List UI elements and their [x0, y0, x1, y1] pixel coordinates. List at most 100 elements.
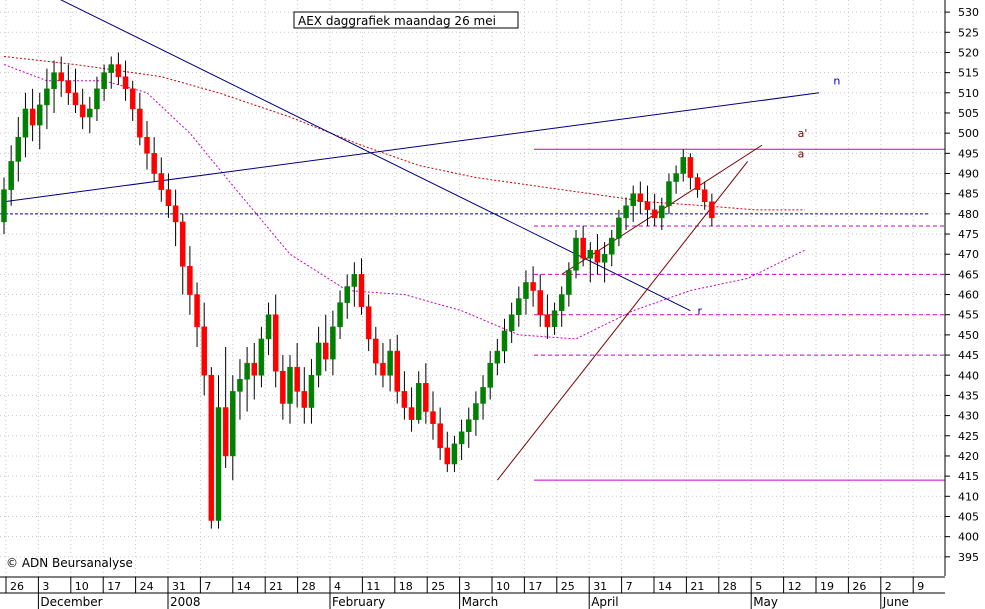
candle-body	[523, 282, 529, 299]
candle-body	[573, 237, 579, 271]
candle-body	[466, 419, 472, 432]
candle-body	[158, 173, 165, 190]
x-month-label: May	[753, 595, 778, 609]
candle-body	[8, 161, 14, 190]
candle-body	[680, 157, 686, 174]
candle-body	[430, 411, 436, 424]
candle-body	[701, 189, 708, 202]
candle-body	[72, 92, 79, 106]
candle-body	[373, 338, 379, 364]
candle-body	[351, 274, 358, 287]
x-month-label: 2008	[170, 595, 201, 609]
y-tick-label: 415	[958, 470, 979, 483]
candle-body	[79, 104, 86, 118]
candle-body	[415, 383, 422, 420]
y-tick-label: 450	[958, 329, 979, 342]
candle-body	[401, 391, 408, 408]
candle-body	[144, 136, 150, 154]
candle-body	[508, 314, 515, 332]
candle-body	[222, 407, 229, 457]
candle-body	[494, 350, 501, 364]
candle-body	[623, 205, 629, 219]
x-tick-label: 31	[593, 580, 607, 593]
candle-body	[516, 298, 522, 315]
candle-body	[215, 407, 222, 521]
candle-body	[594, 249, 601, 263]
candle-body	[51, 72, 57, 90]
candle-body	[194, 294, 200, 328]
chart-credit: © ADN Beursanalyse	[6, 556, 133, 570]
x-month-label: April	[591, 595, 618, 609]
x-tick-label: 26	[10, 580, 24, 593]
x-tick-label: 24	[140, 580, 154, 593]
candle-body	[251, 362, 257, 376]
candle-body	[480, 387, 486, 404]
x-month-label: March	[462, 595, 499, 609]
candle-body	[65, 80, 72, 94]
candle-body	[87, 108, 93, 118]
candle-body	[558, 294, 565, 311]
annotation-label: r	[698, 305, 703, 318]
x-month-label: December	[40, 595, 102, 609]
candle-body	[659, 205, 665, 219]
candle-body	[537, 290, 543, 315]
x-tick-label: 10	[75, 580, 89, 593]
x-tick-label: 5	[755, 580, 762, 593]
y-axis: 395 400 405 410 415 420 425 430 435 440 445 450 455 4…	[945, 6, 979, 564]
candle-body	[301, 391, 308, 408]
candle-body	[272, 314, 279, 372]
y-tick-label: 530	[958, 6, 979, 19]
trend-line	[3, 92, 820, 203]
y-tick-label: 520	[958, 46, 979, 59]
candle-body	[344, 286, 350, 303]
candles	[1, 52, 715, 529]
candle-body	[151, 153, 157, 174]
candle-body	[230, 391, 236, 457]
x-axis: 26 3 10 17 24 31 7 14 21 28 4 11 18 25 3 10 17 25 31 7 14 21 2…	[0, 577, 945, 609]
candle-body	[651, 209, 658, 219]
y-tick-label: 445	[958, 349, 979, 362]
candle-body	[501, 330, 508, 352]
y-tick-label: 490	[958, 168, 979, 181]
candle-body	[44, 88, 50, 106]
title-frame	[293, 11, 519, 29]
y-tick-label: 495	[958, 147, 979, 160]
y-tick-label: 430	[958, 410, 979, 423]
x-tick-label: 25	[431, 580, 445, 593]
candle-body	[287, 366, 293, 404]
candle-body	[172, 205, 179, 223]
candle-body	[387, 350, 393, 376]
x-tick-label: 14	[237, 580, 251, 593]
y-tick-label: 480	[958, 208, 979, 221]
x-tick-label: 17	[528, 580, 542, 593]
x-tick-label: 11	[366, 580, 380, 593]
candle-body	[694, 177, 701, 190]
candle-body	[394, 350, 400, 392]
x-month-label: February	[332, 595, 385, 609]
candle-body	[709, 201, 715, 219]
candle-body	[15, 136, 22, 162]
x-tick-label: 17	[107, 580, 121, 593]
y-tick-label: 420	[958, 450, 979, 463]
candle-body	[451, 443, 458, 465]
candle-body	[644, 201, 651, 211]
candle-body	[637, 193, 644, 202]
y-tick-label: 405	[958, 510, 979, 523]
candle-body	[29, 108, 36, 126]
chart-title: AEX daggrafiek maandag 26 mei	[298, 14, 496, 28]
candle-body	[458, 431, 465, 445]
annotation-label: a'	[798, 127, 808, 140]
candle-body	[94, 88, 100, 110]
candle-body	[365, 306, 372, 340]
candle-body	[687, 157, 694, 178]
x-tick-label: 9	[917, 580, 924, 593]
candle-body	[37, 104, 43, 126]
x-tick-label: 26	[852, 580, 866, 593]
candle-body	[330, 326, 336, 360]
candle-body	[609, 237, 615, 255]
candle-body	[587, 249, 594, 259]
candle-body	[323, 342, 329, 360]
x-tick-label: 18	[399, 580, 413, 593]
candle-body	[101, 72, 107, 90]
x-month-label: June	[882, 595, 909, 609]
